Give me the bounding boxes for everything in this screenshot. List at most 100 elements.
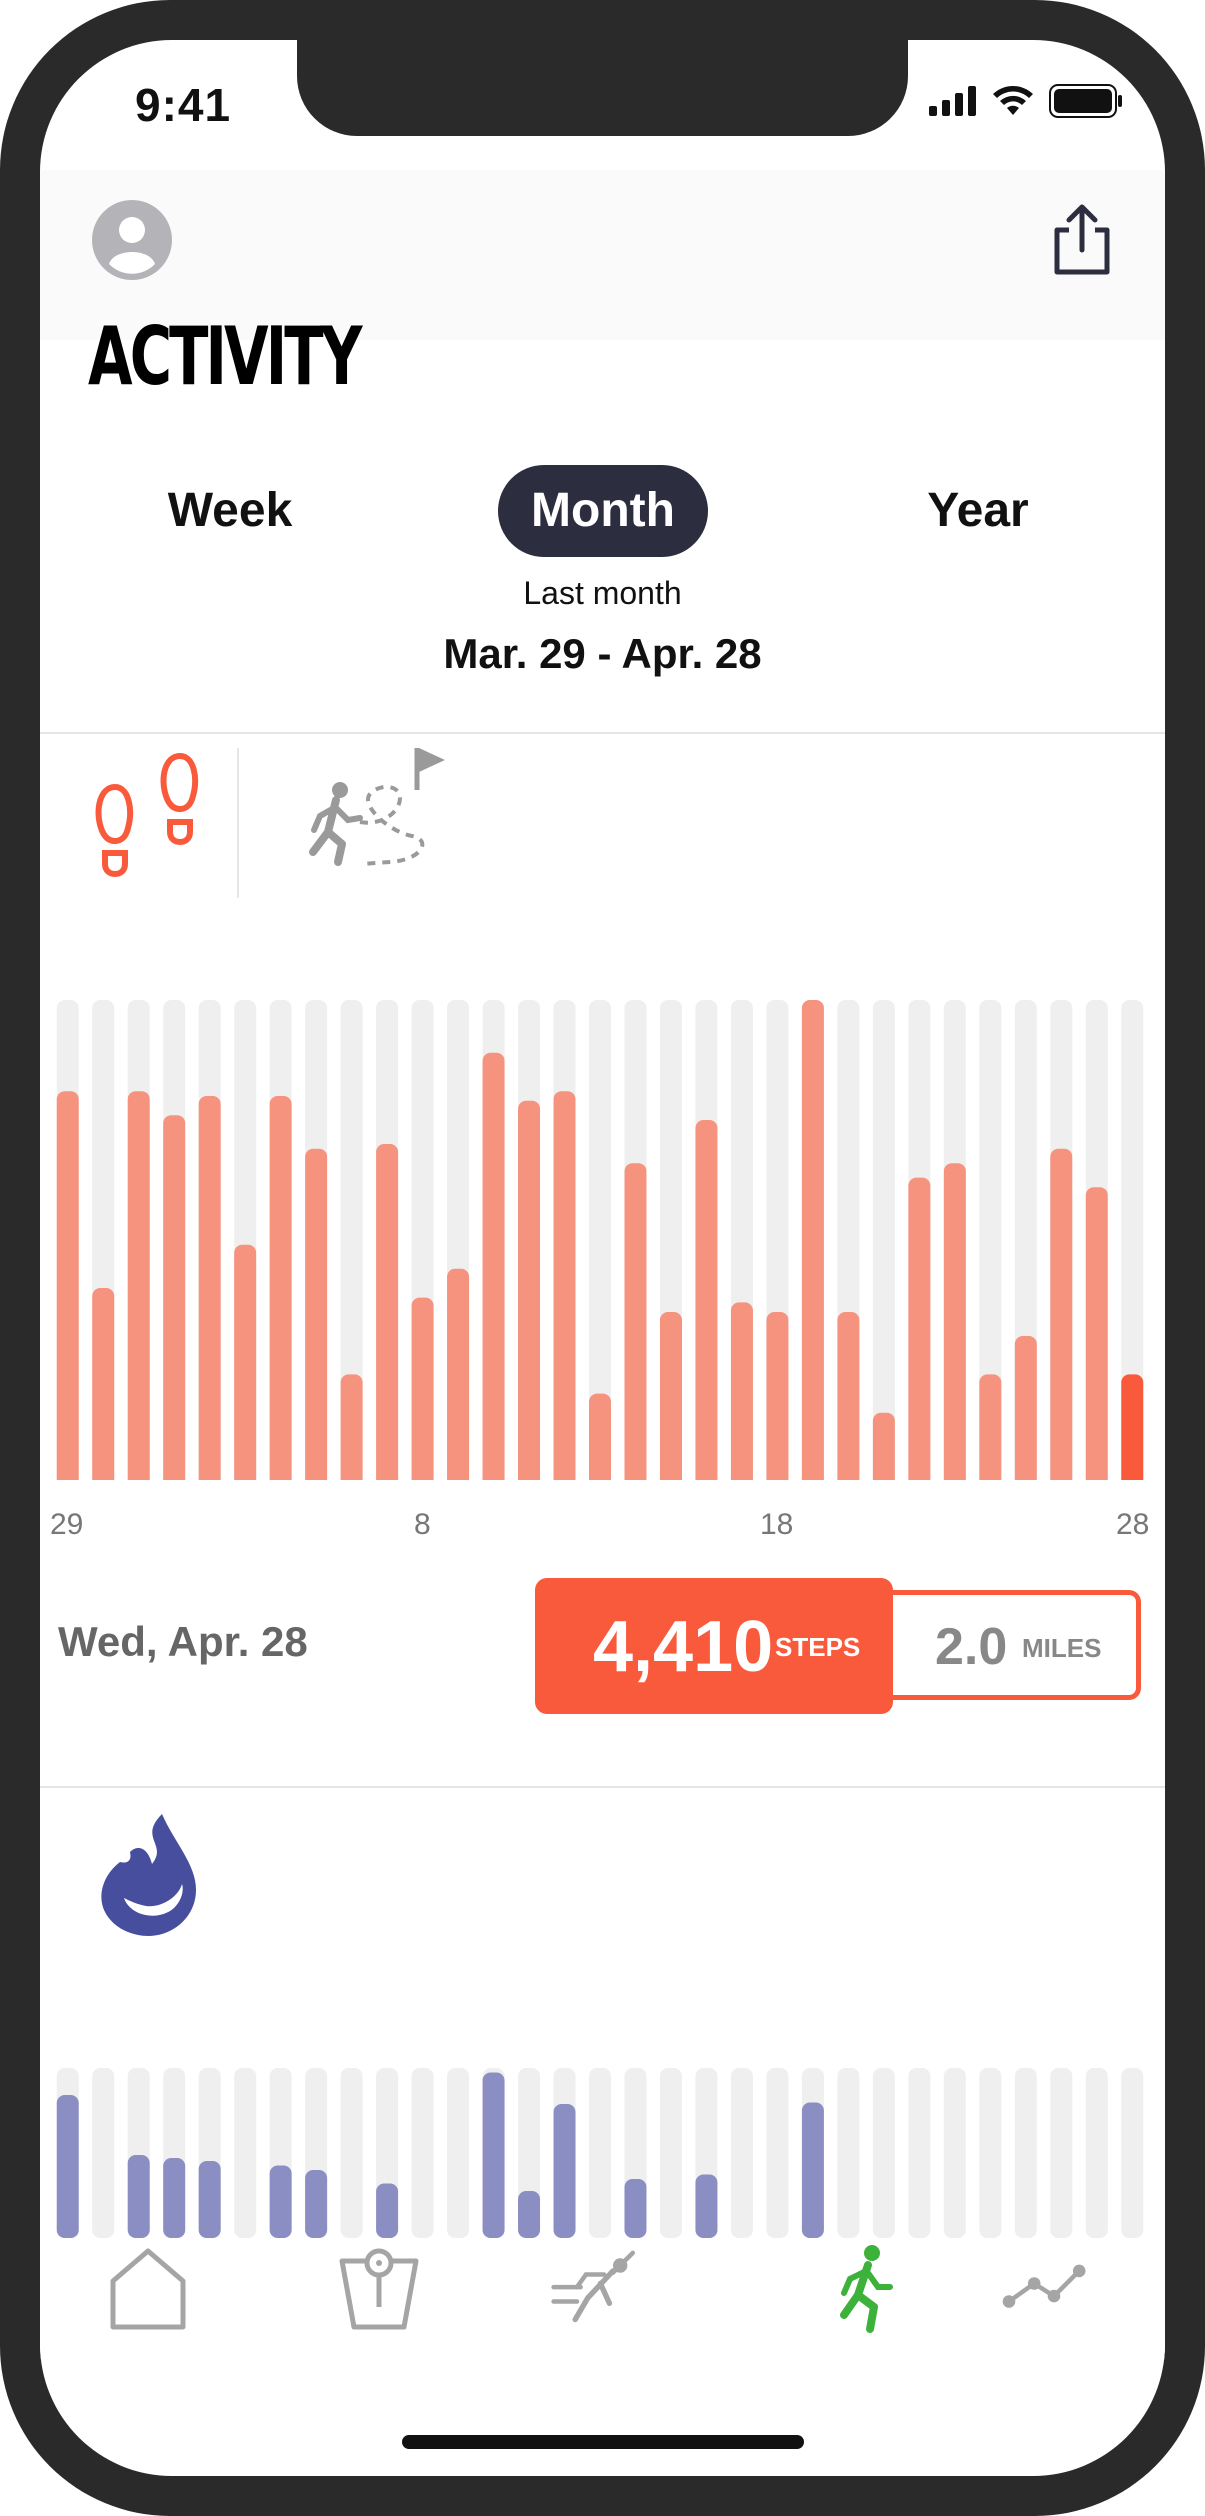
chart-bar[interactable] — [589, 1393, 611, 1500]
chart-bar[interactable] — [872, 1412, 895, 1500]
x-tick-label: 8 — [414, 1508, 431, 1541]
profile-avatar-icon[interactable] — [92, 200, 172, 280]
chart-bar[interactable] — [234, 1244, 257, 1500]
chart-bar[interactable] — [163, 1115, 186, 1500]
status-time: 9:41 — [135, 79, 232, 131]
bar-track — [943, 2068, 966, 2238]
bar-track — [589, 2068, 611, 2238]
chart-bar[interactable] — [518, 1100, 541, 1500]
x-tick-label: 18 — [760, 1508, 794, 1541]
steps-toggle[interactable]: 4,410 STEPS — [535, 1578, 893, 1714]
chart-bar[interactable] — [482, 2072, 505, 2239]
chart-bar[interactable] — [269, 1096, 292, 1500]
chart-bar[interactable] — [979, 1374, 1002, 1500]
home-indicator — [402, 2435, 804, 2449]
chart-bar[interactable] — [340, 1374, 363, 1500]
scale-icon[interactable] — [334, 2243, 424, 2333]
chart-bar[interactable] — [127, 2155, 150, 2238]
chart-bar[interactable] — [56, 1091, 79, 1500]
chart-bar[interactable] — [198, 1096, 221, 1500]
chart-bar[interactable] — [127, 1091, 150, 1500]
steps-unit: STEPS — [775, 1632, 861, 1662]
chart-bar[interactable] — [943, 1163, 966, 1500]
bar-track — [234, 2068, 257, 2238]
tab-month[interactable]: Month — [498, 465, 708, 557]
chart-bar[interactable] — [837, 1312, 860, 1500]
chart-bar[interactable] — [553, 2104, 576, 2238]
bar-track — [1085, 2068, 1108, 2238]
screen: 9:41 — [40, 40, 1165, 2476]
section-divider — [40, 1786, 1165, 1788]
chart-bar[interactable] — [695, 1120, 718, 1500]
chart-bar[interactable] — [801, 1000, 824, 1500]
bar-track — [837, 2068, 860, 2238]
chart-bar[interactable] — [411, 1297, 434, 1500]
bar-track — [589, 1000, 611, 1500]
metric-selector — [95, 748, 445, 878]
battery-icon — [1049, 84, 1122, 118]
chart-bar[interactable] — [482, 1052, 505, 1500]
chart-bar[interactable] — [695, 2174, 718, 2239]
trends-icon[interactable] — [1000, 2243, 1090, 2333]
chart-bar[interactable] — [1121, 1374, 1144, 1500]
bar-track — [1121, 2068, 1144, 2238]
activity-icon[interactable] — [820, 2243, 910, 2333]
share-icon[interactable] — [1049, 202, 1115, 278]
chart-bar[interactable] — [376, 1144, 399, 1500]
chart-bar[interactable] — [447, 1268, 470, 1500]
calories-flame-icon — [101, 1814, 196, 1936]
notch — [297, 40, 908, 136]
bar-track — [340, 2068, 363, 2238]
tab-week[interactable]: Week — [167, 484, 293, 537]
page-title: ACTIVITY — [88, 310, 362, 403]
chart-bar[interactable] — [305, 1148, 328, 1500]
chart-bar[interactable] — [518, 2191, 541, 2238]
chart-bar[interactable] — [624, 2179, 647, 2238]
bar-track — [411, 2068, 434, 2238]
bar-track — [659, 2068, 682, 2238]
home-icon[interactable] — [103, 2243, 193, 2333]
chart-bar[interactable] — [92, 1288, 115, 1500]
tab-year[interactable]: Year — [927, 484, 1029, 537]
period-tabs: Week Month Year — [40, 465, 1165, 557]
bar-track — [872, 2068, 895, 2238]
calories-chart[interactable] — [40, 2068, 1165, 2264]
miles-unit: MILES — [1022, 1633, 1102, 1663]
bar-track — [447, 2068, 470, 2238]
workout-icon[interactable] — [550, 2243, 640, 2333]
chart-bar[interactable] — [56, 2095, 79, 2238]
wifi-icon — [993, 86, 1033, 115]
chart-baseline-mask — [40, 1480, 1165, 1500]
chart-bar[interactable] — [624, 1163, 647, 1500]
metric-divider — [237, 748, 239, 898]
selected-date: Wed, Apr. 28 — [58, 1618, 308, 1665]
bar-track — [1050, 2068, 1073, 2238]
footprints-icon[interactable] — [95, 752, 199, 878]
chart-bar[interactable] — [908, 1177, 931, 1500]
chart-bar[interactable] — [1085, 1187, 1108, 1500]
chart-bar[interactable] — [659, 1312, 682, 1500]
cellular-signal-icon — [929, 86, 976, 116]
chart-bar[interactable] — [766, 1312, 789, 1500]
miles-toggle[interactable]: 2.0 MILES — [890, 1590, 1141, 1700]
chart-bar[interactable] — [269, 2165, 292, 2239]
walking-route-icon[interactable] — [309, 748, 445, 866]
chart-bar[interactable] — [198, 2161, 221, 2238]
chart-bar[interactable] — [553, 1091, 576, 1500]
tab-bar — [40, 2240, 1165, 2360]
chart-bar[interactable] — [1050, 1148, 1073, 1500]
chart-bar[interactable] — [376, 2183, 399, 2239]
chart-bar[interactable] — [801, 2102, 824, 2239]
x-tick-label: 28 — [1116, 1508, 1150, 1541]
range-caption: Last month — [523, 575, 682, 611]
section-divider — [40, 732, 1165, 734]
steps-chart[interactable] — [40, 1000, 1165, 1500]
chart-bar[interactable] — [730, 1302, 753, 1500]
chart-bar[interactable] — [1014, 1336, 1037, 1500]
bar-track — [730, 2068, 753, 2238]
miles-value: 2.0 — [935, 1618, 1008, 1676]
chart-bar[interactable] — [305, 2170, 328, 2238]
chart-bar[interactable] — [163, 2158, 186, 2238]
bar-track — [872, 1000, 895, 1500]
